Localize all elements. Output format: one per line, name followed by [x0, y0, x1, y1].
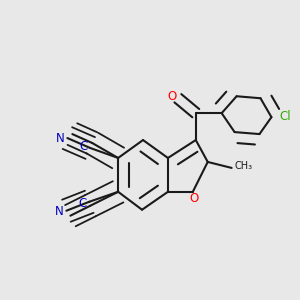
Text: Cl: Cl: [279, 110, 290, 123]
Text: O: O: [168, 90, 177, 103]
Text: C: C: [79, 140, 87, 153]
Text: C: C: [78, 197, 86, 210]
Text: CH₃: CH₃: [235, 161, 253, 171]
Text: N: N: [55, 205, 63, 218]
Text: N: N: [56, 132, 64, 145]
Text: O: O: [189, 192, 198, 205]
